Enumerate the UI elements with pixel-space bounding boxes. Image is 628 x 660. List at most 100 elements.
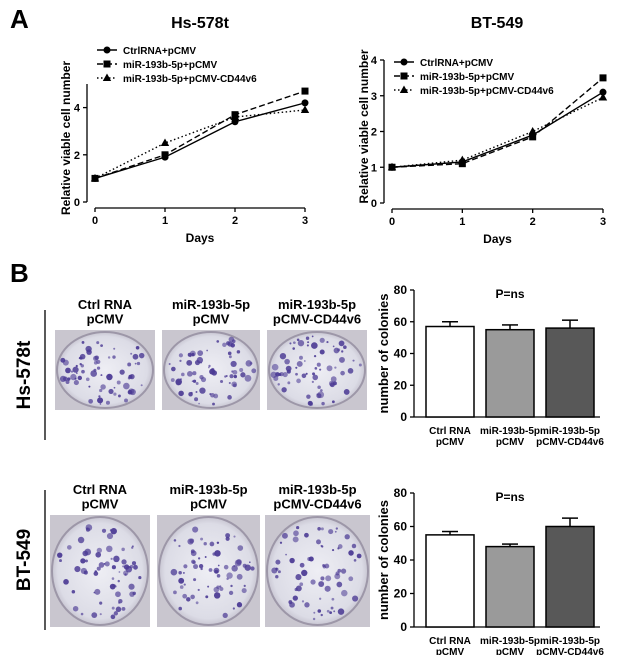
colony xyxy=(275,559,281,565)
colony xyxy=(337,544,343,549)
colony xyxy=(292,536,299,543)
colony xyxy=(190,594,195,600)
x-tick-label: 0 xyxy=(389,216,395,228)
colony xyxy=(85,559,88,563)
colony xyxy=(321,401,325,406)
colony xyxy=(99,403,102,405)
x-tick-label: Ctrl RNA pCMV xyxy=(429,426,471,448)
colony xyxy=(81,369,85,374)
colony xyxy=(277,383,280,386)
legend-label: miR-193b-5p+pCMV xyxy=(123,60,218,71)
colony xyxy=(225,374,228,378)
colony xyxy=(251,368,257,374)
panel-label: B xyxy=(10,258,29,288)
legend-label: miR-193b-5p+pCMV xyxy=(420,72,515,83)
annotation: P=ns xyxy=(495,287,524,301)
marker xyxy=(599,74,607,82)
colony xyxy=(67,377,71,381)
colony xyxy=(233,374,238,379)
colony xyxy=(279,371,284,377)
colony xyxy=(245,360,252,367)
colony xyxy=(304,602,310,608)
colony xyxy=(192,560,196,565)
legend-label: miR-193b-5p+pCMV-CD44v6 xyxy=(420,86,554,97)
colony xyxy=(216,574,221,578)
colony xyxy=(108,374,111,377)
colony xyxy=(127,389,133,395)
x-tick-label: 2 xyxy=(232,215,238,227)
colony xyxy=(233,535,236,538)
x-axis-label: Days xyxy=(483,232,512,246)
colony xyxy=(244,374,252,382)
y-tick-label: 20 xyxy=(394,587,408,601)
colony xyxy=(121,607,126,611)
colony xyxy=(296,378,301,384)
colony xyxy=(249,362,253,365)
y-tick-label: 60 xyxy=(394,520,408,534)
colony xyxy=(195,601,199,605)
colony xyxy=(293,530,299,537)
colony xyxy=(222,612,228,619)
colony xyxy=(219,586,224,592)
colony xyxy=(70,370,74,373)
y-tick-label: 0 xyxy=(74,197,80,209)
colony xyxy=(192,371,197,376)
colony xyxy=(111,577,115,580)
colony xyxy=(239,368,244,373)
colony xyxy=(193,564,199,570)
colony xyxy=(227,351,232,356)
colony xyxy=(225,533,231,538)
annotation: P=ns xyxy=(495,490,524,504)
colony xyxy=(115,591,121,598)
colony xyxy=(86,527,89,530)
colony xyxy=(118,601,121,604)
colony xyxy=(317,385,321,390)
colony xyxy=(132,353,139,360)
colony xyxy=(292,347,296,350)
colony xyxy=(113,555,120,563)
colony xyxy=(305,336,310,340)
colony xyxy=(316,362,321,367)
colony xyxy=(358,363,362,367)
colony xyxy=(242,563,247,568)
colony xyxy=(97,397,104,404)
series-line xyxy=(94,102,306,180)
colony xyxy=(179,585,184,589)
colony xyxy=(130,352,133,355)
colony xyxy=(313,354,317,358)
colony xyxy=(331,400,335,404)
colony xyxy=(330,376,337,383)
colony xyxy=(99,613,102,616)
photo-label: miR-193b-5p pCMV xyxy=(169,482,247,511)
colony xyxy=(301,373,307,379)
marker xyxy=(528,127,537,135)
colony xyxy=(189,350,196,357)
y-axis-label: Relative viable cell number xyxy=(59,61,73,215)
colony xyxy=(90,370,98,377)
colony xyxy=(76,372,78,374)
colony xyxy=(73,380,79,386)
colony xyxy=(95,551,102,558)
colony xyxy=(230,584,233,588)
colony xyxy=(341,589,348,597)
colony xyxy=(111,565,116,570)
colony xyxy=(197,588,200,592)
colony xyxy=(123,382,130,390)
colony xyxy=(192,526,199,533)
colony xyxy=(65,380,70,384)
bar xyxy=(425,534,475,628)
colony xyxy=(110,557,113,560)
series-line xyxy=(391,96,604,168)
colony xyxy=(351,543,357,549)
colony xyxy=(135,345,140,350)
colony xyxy=(200,567,203,571)
colony xyxy=(317,526,321,531)
marker xyxy=(387,162,397,171)
marker xyxy=(301,99,309,107)
colony xyxy=(182,593,188,599)
x-axis-label: Days xyxy=(186,231,215,245)
colony xyxy=(186,359,193,366)
colony xyxy=(187,371,193,377)
colony xyxy=(72,605,79,612)
y-tick-label: 1 xyxy=(371,162,377,174)
